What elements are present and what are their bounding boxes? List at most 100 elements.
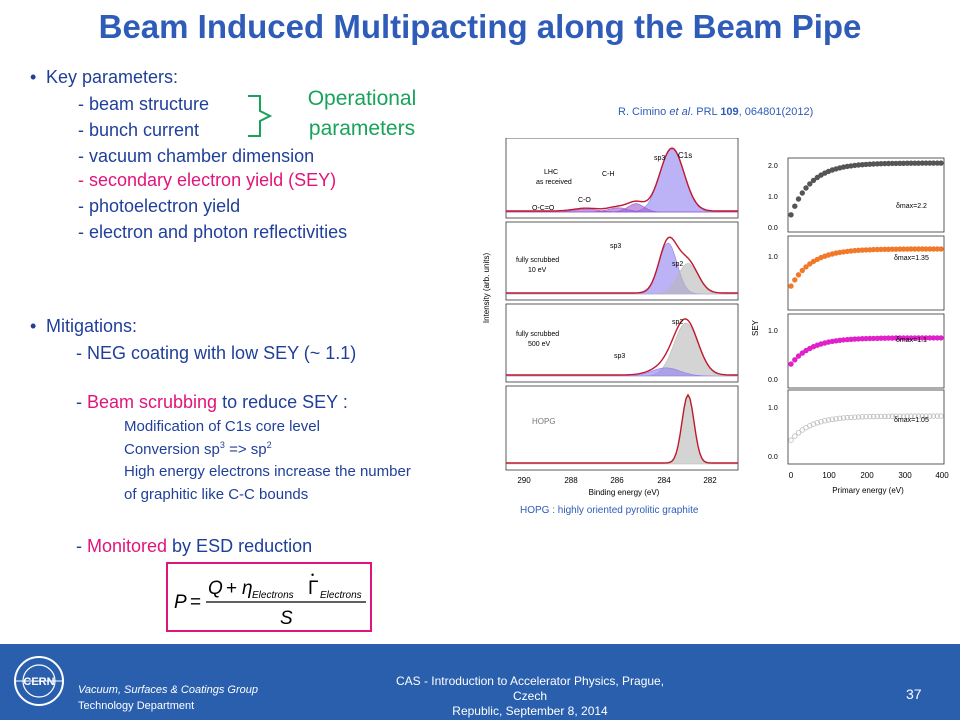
formula-eta: η (242, 578, 253, 599)
sey-point-2-1 (792, 277, 798, 283)
xps-tick-286: 286 (610, 476, 624, 485)
page-number: 37 (906, 686, 922, 702)
sey-point-4-10 (825, 417, 832, 423)
sey-point-3-1 (792, 357, 798, 363)
sey-point-4-30 (900, 413, 907, 419)
formula-gamma-sub: Electrons (320, 590, 362, 601)
sey-p4-ytick-0: 0.0 (768, 454, 778, 461)
formula-dot: • (311, 570, 314, 580)
sey-point-4-18 (855, 414, 862, 420)
sey-xlabel: Primary energy (eV) (832, 486, 904, 495)
sey-ylabel: SEY (751, 319, 760, 336)
footer-department: Technology Department (78, 700, 195, 712)
mitigation-beam-scrubbing: - Beam scrubbing to reduce SEY : (76, 392, 348, 412)
sey-point-4-1 (792, 433, 798, 439)
sey-point-2-4 (803, 264, 809, 270)
label-500ev: 500 eV (528, 341, 551, 348)
sey-point-4-15 (844, 414, 850, 421)
label-sp2-p3: sp2 (672, 319, 683, 326)
svg-text:CERN: CERN (23, 676, 54, 688)
sey-xtick-300: 300 (898, 471, 912, 480)
sey-point-4-31 (904, 413, 910, 419)
sey-point-4-35 (919, 413, 925, 419)
sey-point-4-16 (848, 414, 854, 421)
formula-q: Q (208, 578, 223, 599)
xps-panel-frame-4 (505, 385, 739, 471)
param-bunch-current: - bunch current (78, 120, 200, 140)
param-reflectivities: - electron and photon reflectivities (78, 222, 348, 242)
sey-point-4-12 (833, 416, 839, 422)
formula-eta-sub: Electrons (252, 590, 294, 601)
sey-point-4-0 (788, 437, 794, 443)
sey-point-1-40 (938, 160, 944, 166)
sey-point-4-37 (927, 413, 933, 419)
sey-point-4-33 (912, 413, 918, 419)
param-sey: - secondary electron yield (SEY) (78, 170, 337, 190)
xps-peak-1-4 (506, 208, 738, 213)
label-co: C-O (578, 197, 591, 204)
label-hopg: HOPG (532, 417, 556, 426)
sey-point-4-27 (889, 413, 895, 419)
sey-p4-delta: δmax=1.05 (894, 417, 929, 424)
sey-point-4-21 (867, 413, 873, 420)
sey-point-1-1 (792, 203, 798, 209)
label-sp2-p2: sp2 (672, 261, 683, 268)
sey-point-4-39 (934, 413, 940, 419)
sey-point-1-3 (799, 190, 805, 196)
sey-point-4-28 (893, 413, 899, 419)
sey-p1-ytick-1: 1.0 (768, 194, 778, 201)
sey-point-1-0 (788, 212, 794, 218)
pressure-formula: P = Q + η Electrons • Γ Electrons S (174, 570, 366, 629)
sey-point-1-7 (814, 174, 820, 181)
scrub-detail-electrons: High energy electrons increase the numbe… (124, 463, 411, 480)
sey-xtick-400: 400 (935, 471, 949, 480)
sey-point-2-40 (938, 246, 944, 252)
scrub-detail-c1s: Modification of C1s core level (124, 418, 320, 435)
sey-point-4-13 (837, 415, 843, 421)
sey-point-1-6 (810, 177, 817, 184)
param-photoelectron-yield: - photoelectron yield (78, 196, 241, 216)
sey-point-4-29 (897, 413, 903, 419)
sey-point-1-4 (803, 185, 809, 191)
reference-citation: R. Cimino et al. PRL 109, 064801(2012) (618, 106, 814, 118)
sey-p2-delta: δmax=1.35 (894, 255, 929, 262)
formula-eq: = (190, 592, 201, 613)
sey-point-1-2 (795, 196, 802, 202)
sey-point-4-2 (795, 430, 802, 436)
sey-p1-ytick-2: 2.0 (768, 163, 778, 170)
param-beam-structure: - beam structure (78, 94, 210, 114)
sey-point-4-14 (840, 415, 847, 421)
footer-event: CAS - Introduction to Accelerator Physic… (395, 674, 665, 718)
param-vacuum-chamber: - vacuum chamber dimension (78, 146, 315, 166)
bullet-key-params: • (30, 67, 37, 87)
formula-plus: + (226, 578, 237, 599)
sey-point-2-3 (799, 267, 805, 274)
sey-point-2-0 (788, 283, 794, 289)
xps-fit-curve-3 (506, 318, 738, 376)
label-sp3-p2: sp3 (610, 243, 621, 250)
xps-tick-284: 284 (657, 476, 671, 485)
sey-point-1-5 (807, 181, 813, 187)
formula-gamma: Γ (308, 578, 318, 599)
scrub-detail-conversion: Conversion sp3 => sp2 (124, 440, 272, 458)
sey-point-4-25 (882, 413, 888, 419)
sey-point-4-6 (810, 421, 817, 427)
sey-point-4-20 (863, 414, 869, 420)
sey-panel-frame-1 (787, 157, 945, 233)
sey-point-4-7 (814, 420, 820, 426)
xps-spectra-figure: Intensity (arb. units) 290 288 286 284 2… (482, 138, 739, 497)
sey-panel-frame-3 (787, 313, 945, 389)
sey-point-4-9 (822, 418, 828, 424)
sey-point-4-11 (829, 416, 835, 422)
sey-point-4-8 (818, 419, 824, 425)
sey-point-4-32 (908, 413, 914, 419)
sey-xtick-100: 100 (822, 471, 836, 480)
xps-tick-282: 282 (703, 476, 717, 485)
label-oco: O-C=O (532, 205, 555, 212)
bullet-mitigations: • (30, 316, 37, 336)
formula-p: P (174, 592, 187, 613)
sey-point-4-26 (885, 413, 892, 419)
cern-logo-icon: CERN (14, 656, 64, 706)
scrub-detail-graphitic: of graphitic like C-C bounds (124, 486, 309, 503)
label-ch: C-H (602, 171, 614, 178)
